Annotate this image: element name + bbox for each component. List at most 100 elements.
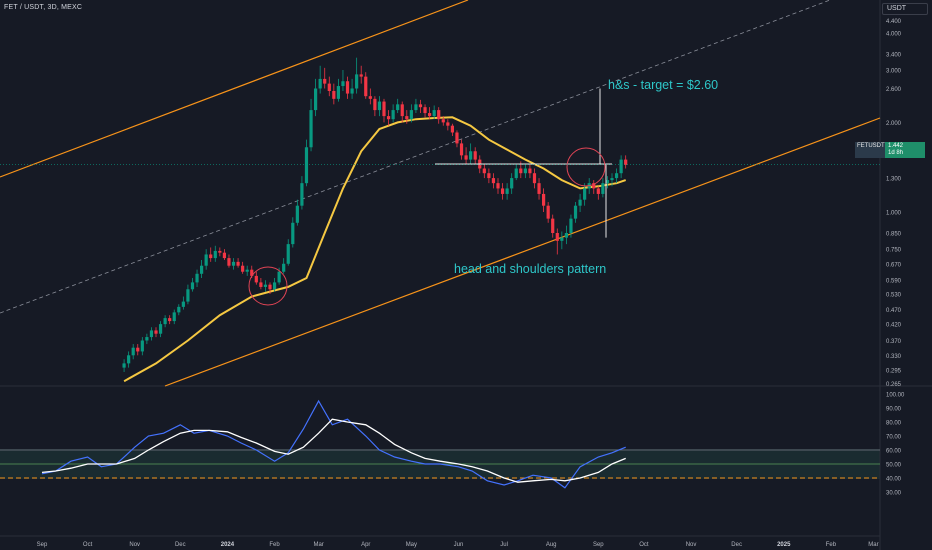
candle-body	[400, 104, 404, 117]
candle-body	[236, 261, 240, 266]
last-price: 1.442	[888, 143, 904, 149]
candle	[386, 110, 391, 126]
candle-body	[573, 205, 578, 219]
candle-body	[482, 168, 486, 174]
rsi-tick-label: 80.00	[886, 421, 902, 427]
candle	[491, 173, 496, 189]
candle	[268, 282, 272, 295]
candle	[459, 139, 464, 160]
candle-body	[396, 104, 400, 111]
candle-body	[569, 218, 573, 234]
candle-body	[272, 282, 277, 290]
candle	[473, 147, 477, 164]
candle-body	[405, 116, 409, 120]
candle	[236, 258, 240, 268]
candle-body	[209, 254, 213, 259]
time-tick-label: Mar	[313, 542, 323, 548]
currency-button[interactable]: USDT	[882, 3, 928, 15]
symbol-title[interactable]: FET / USDT, 3D, MEXC	[4, 4, 83, 11]
candle	[140, 337, 144, 356]
candle-body	[245, 269, 249, 272]
candle	[181, 296, 185, 310]
time-tick-label: Oct	[83, 542, 93, 548]
candle-body	[500, 188, 505, 194]
candle	[400, 101, 404, 123]
candle	[469, 143, 473, 164]
candle-body	[432, 110, 436, 117]
candle	[514, 163, 518, 181]
candle-body	[341, 81, 345, 87]
trend-channel	[0, 0, 881, 387]
time-tick-label: Jun	[454, 542, 464, 548]
rsi-tick-label: 40.00	[886, 477, 902, 483]
candle	[282, 258, 286, 274]
candle	[619, 155, 623, 179]
candle-body	[291, 222, 295, 245]
candle	[573, 202, 578, 223]
candle	[190, 278, 195, 292]
candle-body	[377, 101, 382, 111]
candle	[596, 186, 600, 200]
price-tick-label: 0.530	[886, 293, 902, 299]
candle	[359, 65, 363, 84]
candle	[245, 265, 249, 276]
candle-body	[546, 205, 550, 219]
candle	[523, 163, 527, 179]
price-tick-label: 2.600	[886, 87, 902, 93]
candle	[542, 188, 546, 212]
candle-body	[277, 271, 281, 283]
time-tick-label: Sep	[37, 542, 48, 548]
candle-body	[409, 110, 413, 120]
candle-body	[190, 282, 195, 290]
price-tick-label: 4.400	[886, 19, 902, 25]
candle-body	[414, 104, 418, 111]
candle	[163, 315, 167, 328]
candle	[546, 202, 550, 223]
candle-body	[268, 284, 272, 290]
candle-body	[519, 168, 523, 174]
rsi-ma-line	[41, 418, 626, 483]
candle-body	[359, 74, 363, 77]
candle	[172, 309, 176, 325]
candle-body	[195, 273, 199, 283]
candle-body	[355, 74, 359, 89]
candle-body	[382, 101, 386, 117]
candle	[418, 99, 423, 114]
candle-body	[218, 250, 222, 253]
candle-body	[286, 244, 290, 264]
candle-body	[601, 183, 605, 194]
candle	[259, 278, 263, 290]
candle	[209, 247, 213, 262]
candle-body	[459, 143, 464, 156]
candle	[345, 76, 350, 99]
candle-body	[131, 347, 135, 356]
price-tick-label: 0.370	[886, 339, 902, 345]
candle-body	[473, 151, 477, 160]
time-tick-label: Dec	[731, 542, 742, 548]
candle	[551, 214, 555, 238]
candle-body	[345, 81, 350, 94]
candle	[186, 284, 190, 305]
candle-body	[200, 265, 204, 274]
candle-body	[304, 147, 309, 184]
candle-body	[551, 218, 555, 234]
candle-body	[364, 76, 368, 97]
candle-body	[624, 159, 628, 165]
candle	[377, 96, 382, 117]
candle	[610, 173, 614, 187]
candle	[213, 245, 217, 262]
price-tick-label: 0.330	[886, 354, 902, 360]
breakout-circle-feb	[248, 266, 288, 306]
candle-body	[145, 337, 149, 341]
time-tick-label: May	[406, 542, 417, 548]
candle	[241, 261, 245, 274]
candle-body	[391, 110, 395, 120]
time-tick-label: Nov	[686, 542, 697, 548]
candle	[145, 333, 149, 345]
candle	[314, 78, 318, 117]
candle-body	[263, 284, 268, 287]
candle	[272, 278, 277, 292]
candle-body	[469, 151, 473, 160]
candle	[136, 344, 140, 356]
